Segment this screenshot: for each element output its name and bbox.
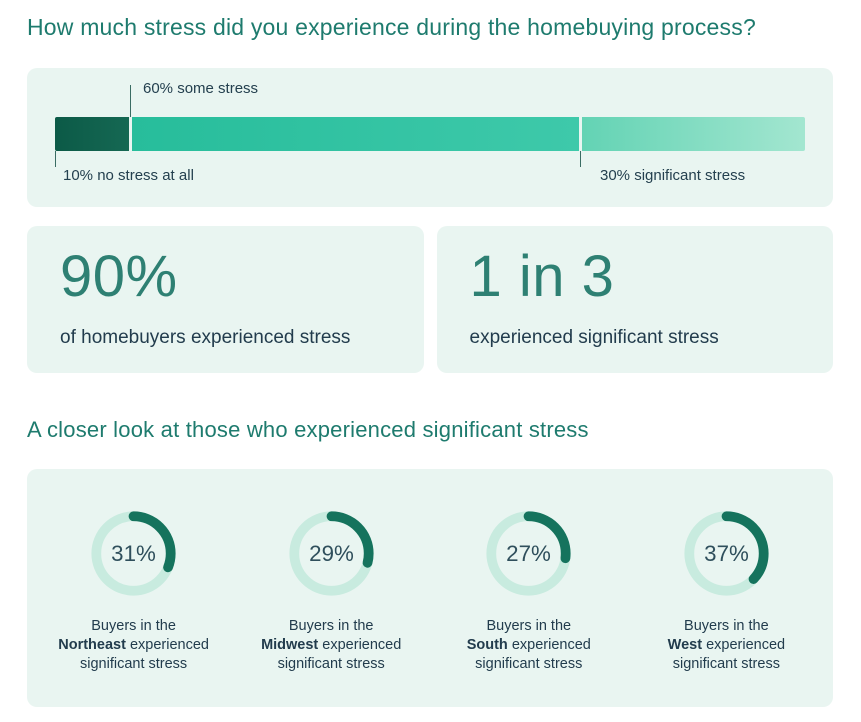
caption-region: South	[466, 637, 508, 653]
caption-mid: experienced	[511, 637, 591, 653]
callout-line-no-stress	[55, 151, 56, 167]
stat-caption-overall: of homebuyers experienced stress	[60, 327, 351, 348]
caption-line3: significant stress	[80, 656, 188, 672]
caption-line1: Buyers in the	[91, 618, 176, 634]
callout-line-significant-stress	[580, 151, 581, 167]
caption-line3: significant stress	[277, 656, 385, 672]
donut-percent-label: 31%	[111, 541, 156, 566]
donut-column-northeast: 31% Buyers in the Northeast experienced …	[43, 507, 225, 674]
regional-donut-panel: 31% Buyers in the Northeast experienced …	[27, 469, 833, 707]
donut-caption-midwest: Buyers in the Midwest experienced signif…	[261, 617, 401, 674]
donut-caption-south: Buyers in the South experienced signific…	[467, 617, 591, 674]
page-title: How much stress did you experience durin…	[27, 14, 756, 40]
stat-value-overall: 90%	[60, 244, 178, 309]
caption-mid: experienced	[129, 637, 209, 653]
stress-bar-panel: 60% some stress 10% no stress at all 30%…	[27, 68, 833, 207]
caption-region: Midwest	[261, 637, 319, 653]
caption-line1: Buyers in the	[486, 618, 572, 634]
donut-arc	[684, 511, 769, 596]
bar-label-some-stress: 60% some stress	[143, 80, 259, 97]
donut-column-south: 27% Buyers in the South experienced sign…	[438, 507, 620, 674]
caption-line3: significant stress	[475, 656, 583, 672]
stat-card-significant-stress: 1 in 3 experienced significant stress	[436, 226, 833, 373]
donut-arc	[289, 511, 374, 596]
stat-cards-row: 90% of homebuyers experienced stress 1 i…	[27, 226, 833, 373]
bar-segment-significant-stress	[581, 117, 806, 151]
donut-caption-west: Buyers in the West experienced significa…	[668, 617, 785, 674]
caption-region: West	[667, 637, 703, 653]
bar-label-significant-stress: 30% significant stress	[600, 167, 746, 184]
donut-caption-northeast: Buyers in the Northeast experienced sign…	[58, 617, 209, 674]
caption-line3: significant stress	[672, 656, 780, 672]
donut-percent-label: 37%	[704, 541, 749, 566]
stacked-bar-track	[55, 117, 806, 151]
donut-chart-west: 37%	[680, 507, 773, 600]
donut-chart-northeast: 31%	[87, 507, 180, 600]
section-title-regional: A closer look at those who experienced s…	[27, 417, 589, 442]
caption-mid: experienced	[706, 637, 786, 653]
donut-chart-midwest: 29%	[285, 507, 378, 600]
donut-chart-south: 27%	[482, 507, 575, 600]
bar-label-no-stress: 10% no stress at all	[63, 167, 194, 184]
stat-card-overall-stress: 90% of homebuyers experienced stress	[27, 226, 424, 373]
donut-percent-label: 27%	[506, 541, 551, 566]
caption-line1: Buyers in the	[288, 618, 374, 634]
stat-caption-significant: experienced significant stress	[469, 327, 719, 348]
donut-arc	[91, 511, 176, 596]
caption-line1: Buyers in the	[684, 618, 769, 634]
donut-arc	[486, 511, 571, 596]
donut-column-midwest: 29% Buyers in the Midwest experienced si…	[240, 507, 422, 674]
bar-segment-no-stress	[55, 117, 130, 151]
callout-line-some-stress	[130, 85, 131, 117]
bar-segment-some-stress	[132, 117, 579, 151]
caption-region: Northeast	[58, 637, 126, 653]
donut-percent-label: 29%	[309, 541, 354, 566]
donut-column-west: 37% Buyers in the West experienced signi…	[635, 507, 817, 674]
stacked-bar-chart: 60% some stress 10% no stress at all 30%…	[55, 68, 806, 207]
stat-value-significant: 1 in 3	[469, 244, 615, 309]
caption-mid: experienced	[322, 637, 402, 653]
